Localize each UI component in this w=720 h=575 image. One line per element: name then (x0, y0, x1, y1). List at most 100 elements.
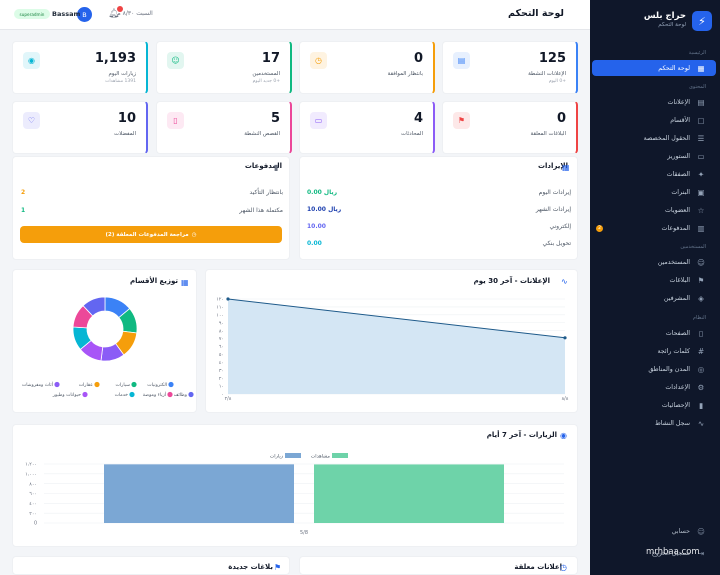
payments-badge: 2 (596, 224, 603, 232)
stat-value: 0 (413, 51, 423, 66)
data-point[interactable] (226, 297, 230, 301)
doc-icon: ▤ (453, 52, 470, 69)
sidebar-item-8[interactable]: ▥ المدفوعات 2 (592, 220, 716, 236)
legend-swatch (129, 391, 135, 398)
legend-label: أزياء وموضة (143, 391, 167, 398)
stat-card[interactable]: ☺ 17 المستخدمين +0 جديد اليوم (156, 41, 292, 94)
legend-label: سيارات (116, 383, 131, 388)
gear-icon: ⚙ (697, 382, 705, 392)
y-tick-label: ٤٠ (219, 361, 224, 366)
sidebar-item-label: الإحصائيات (661, 401, 690, 409)
y-tick-label: ١٠ (219, 385, 224, 390)
activity-icon: ∿ (697, 418, 705, 428)
brand-subtitle: لوحة التحكم (658, 22, 686, 28)
sidebar-item-2[interactable]: ▢ الأقسام (592, 112, 716, 128)
stat-value: 0 (556, 111, 566, 126)
book-icon: ▭ (697, 151, 705, 161)
legend-label: مشاهدات (311, 454, 331, 460)
flag-icon: ⚑ (453, 112, 470, 129)
sidebar-item-label: المشرفين (663, 294, 690, 302)
legend-label: زيارات (270, 454, 284, 460)
sidebar-item-15[interactable]: ⚙ الإعدادات (592, 379, 716, 395)
sidebar-item-7[interactable]: ☆ العضويات (592, 202, 716, 218)
sidebar-item-11[interactable]: ◈ المشرفين (592, 290, 716, 306)
legend-swatch (167, 391, 173, 398)
x-tick-label: ٨/٨ (562, 396, 569, 402)
bar[interactable] (314, 464, 504, 523)
brand[interactable]: ⚡ حراج بلس لوحة التحكم (598, 10, 712, 32)
legend-swatch (332, 453, 348, 458)
grid-icon: ▦ (181, 278, 189, 287)
y-tick-label: ٨٠ (219, 329, 224, 334)
user-name[interactable]: Bassam (52, 10, 81, 18)
eye-icon: ◉ (23, 52, 40, 69)
sidebar-item-3[interactable]: ☰ الحقول المخصصة (592, 130, 716, 146)
sidebar-item-label: البنرات (671, 188, 690, 196)
sidebar-item-label: المستخدمين (657, 258, 690, 266)
sidebar-item-6[interactable]: ▣ البنرات (592, 184, 716, 200)
grid-icon: ▦ (697, 63, 705, 73)
sidebar-item-label: الصفحات (665, 329, 690, 337)
sidebar-item-4[interactable]: ▭ الستوريز (592, 148, 716, 164)
stat-subtext: 1391 مشاهدات (105, 79, 136, 84)
stat-card[interactable]: ▭ 4 المحادثات (299, 101, 435, 154)
notification-badge (117, 6, 123, 12)
revenue-row-label: إلكتروني (549, 223, 572, 230)
bar[interactable] (104, 464, 294, 523)
sidebar-item-19[interactable]: ⇥ تسجيل الخروج (592, 545, 716, 561)
bar-chart-icon: ▮ (274, 163, 279, 172)
avatar[interactable]: B (77, 7, 92, 22)
stat-card[interactable]: ◷ 0 بانتظار الموافقة (299, 41, 435, 94)
users-icon: ☺ (167, 52, 184, 69)
sidebar-item-13[interactable]: # كلمات رائجة (592, 343, 716, 359)
sidebar-item-9[interactable]: ☺ المستخدمين (592, 254, 716, 270)
shield-icon: ◈ (698, 293, 704, 303)
stat-value: 10 (117, 111, 136, 126)
ads-line-chart: ٠ ١٠ ٢٠ ٣٠ ٤٠ ٥٠ ٦٠ ٧٠ ٨٠ ٩٠ ١٠٠ ١١٠ ١٢٠ ٢/٨ ٨/٨ (216, 297, 569, 402)
sidebar-item-1[interactable]: ▤ الإعلانات (592, 94, 716, 110)
stat-card[interactable]: ⚑ 0 البلاغات المعلقة (442, 101, 578, 154)
revenue-row-value: 10.00 (307, 223, 326, 230)
legend-swatch (82, 391, 88, 398)
stat-card[interactable]: ♡ 10 المفضلات (12, 101, 148, 154)
sidebar-item-label: سجل النشاط (654, 419, 690, 427)
stat-value: 1,193 (94, 51, 136, 66)
sidebar-item-5[interactable]: ✦ الصفقات (592, 166, 716, 182)
y-tick-label: ٥٠ (219, 353, 224, 358)
trend-icon: ∿ (561, 277, 568, 286)
legend-label: عقارات (79, 383, 94, 388)
stat-card[interactable]: ◉ 1,193 زيارات اليوم 1391 مشاهدات (12, 41, 148, 94)
pie-slice[interactable] (82, 296, 106, 317)
sidebar-item-12[interactable]: ▯ الصفحات (592, 325, 716, 341)
legend-label: خدمات (115, 393, 129, 398)
legend-swatch (285, 453, 301, 458)
y-tick-label: ٣٠ (219, 368, 224, 374)
stat-value: 5 (270, 111, 280, 126)
flag-icon: ⚑ (697, 275, 705, 285)
stat-label: زيارات اليوم (108, 71, 136, 77)
sidebar-item-label: تسجيل الخروج (651, 549, 690, 557)
sidebar-item-0[interactable]: ▦ لوحة التحكم (592, 60, 716, 76)
stat-label: الإعلانات النشطة (528, 71, 566, 77)
sidebar-item-17[interactable]: ∿ سجل النشاط (592, 415, 716, 431)
legend-swatch (94, 381, 100, 388)
stat-value: 17 (261, 51, 280, 66)
sidebar-item-18[interactable]: ☺ حسابي (592, 523, 716, 539)
sidebar-item-10[interactable]: ⚑ البلاغات (592, 272, 716, 288)
chart-icon: ▮ (698, 400, 704, 410)
review-payments-label: مراجعة المدفوعات المعلقة (2) (105, 231, 189, 238)
bell-icon[interactable]: 🔔︎ (108, 9, 120, 19)
revenue-card (299, 156, 578, 260)
sidebar-item-label: الصفقات (666, 170, 690, 178)
area-fill (228, 299, 565, 394)
review-payments-button[interactable]: ◷ مراجعة المدفوعات المعلقة (2) (20, 226, 282, 243)
data-point[interactable] (563, 336, 567, 340)
sidebar-item-label: العضويات (664, 206, 690, 214)
sidebar-item-16[interactable]: ▮ الإحصائيات (592, 397, 716, 413)
payment-row-value: 1 (21, 207, 26, 214)
y-tick-label: ١١٠ (216, 306, 224, 311)
stat-card[interactable]: ▤ 125 الإعلانات النشطة +0 اليوم (442, 41, 578, 94)
stat-card[interactable]: ▯ 5 القصص النشطة (156, 101, 292, 154)
sidebar-item-14[interactable]: ◎ المدن والمناطق (592, 361, 716, 377)
section-main: الرئيسية (688, 50, 706, 56)
